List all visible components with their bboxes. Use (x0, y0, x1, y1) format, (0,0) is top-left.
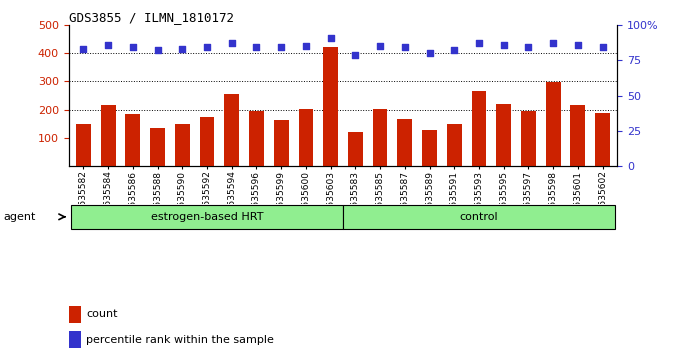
Text: agent: agent (3, 212, 36, 222)
Bar (249, 111, 264, 166)
Point (78, 46, 89, 52)
Bar (595, 113, 610, 166)
Text: estrogen-based HRT: estrogen-based HRT (151, 212, 263, 222)
Point (251, 45, 262, 50)
Bar (545, 82, 560, 166)
Bar (298, 109, 314, 166)
Bar (200, 117, 215, 166)
Bar (447, 124, 462, 166)
Point (300, 43, 311, 49)
Bar (422, 130, 437, 166)
Point (523, 45, 534, 50)
Point (152, 47, 163, 53)
Bar (224, 95, 239, 166)
Bar (69, 331, 81, 348)
Bar (126, 114, 141, 166)
Point (547, 40, 558, 46)
Point (572, 42, 583, 47)
Bar (471, 91, 486, 166)
Point (325, 35, 336, 40)
Text: GDS3855 / ILMN_1810172: GDS3855 / ILMN_1810172 (69, 11, 234, 24)
Bar (397, 119, 412, 166)
Point (449, 47, 460, 53)
Bar (76, 125, 91, 166)
Point (399, 45, 410, 50)
Point (276, 45, 287, 50)
Point (128, 45, 139, 50)
Point (424, 50, 435, 56)
Text: count: count (86, 309, 118, 319)
Point (226, 40, 237, 46)
Bar (521, 111, 536, 166)
Bar (150, 127, 165, 166)
Bar (571, 105, 585, 166)
Point (498, 42, 509, 47)
Point (177, 46, 188, 52)
Point (103, 42, 114, 47)
Point (350, 52, 361, 57)
Bar (323, 47, 338, 166)
Bar (496, 104, 511, 166)
Text: control: control (460, 212, 498, 222)
Bar (348, 132, 363, 166)
Bar (69, 306, 81, 323)
Bar (274, 120, 289, 166)
Point (202, 45, 213, 50)
Text: percentile rank within the sample: percentile rank within the sample (86, 335, 274, 345)
Bar (175, 124, 190, 166)
Point (597, 45, 608, 50)
Point (473, 40, 484, 46)
Bar (71, 205, 343, 229)
Bar (343, 205, 615, 229)
Bar (101, 105, 115, 166)
Point (375, 43, 386, 49)
Bar (372, 109, 388, 166)
